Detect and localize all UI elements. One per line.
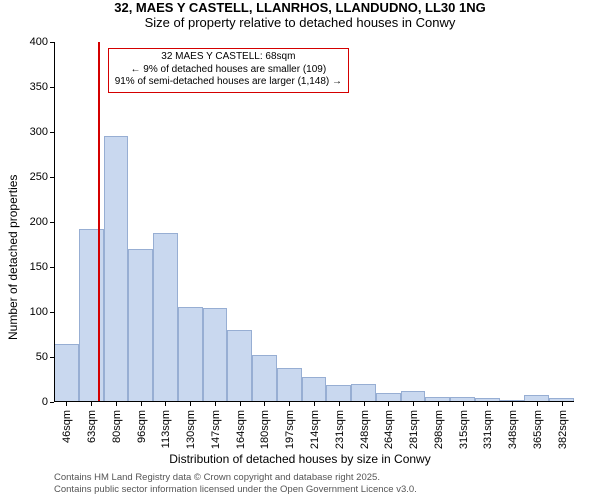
x-tick	[413, 402, 414, 406]
x-tick-label: 80sqm	[111, 410, 123, 443]
y-tick-label: 400	[18, 36, 48, 48]
histogram-bar	[178, 307, 203, 402]
x-tick-label: 130sqm	[185, 410, 197, 449]
x-tick	[314, 402, 315, 406]
x-tick	[264, 402, 265, 406]
x-tick	[141, 402, 142, 406]
x-axis	[54, 401, 574, 402]
x-tick	[91, 402, 92, 406]
x-tick-label: 281sqm	[408, 410, 420, 449]
x-tick-label: 63sqm	[86, 410, 98, 443]
histogram-bar	[203, 308, 228, 403]
x-tick	[438, 402, 439, 406]
x-tick-label: 248sqm	[359, 410, 371, 449]
y-tick-label: 100	[18, 306, 48, 318]
y-axis	[54, 42, 55, 402]
histogram-bar	[79, 229, 104, 402]
x-tick-label: 264sqm	[383, 410, 395, 449]
x-tick	[116, 402, 117, 406]
y-tick-label: 200	[18, 216, 48, 228]
histogram-bar	[326, 385, 351, 402]
x-tick-label: 113sqm	[160, 410, 172, 448]
x-tick-label: 197sqm	[284, 410, 296, 449]
y-tick-label: 350	[18, 81, 48, 93]
histogram-bar	[104, 136, 129, 402]
x-tick	[215, 402, 216, 406]
y-tick	[50, 402, 54, 403]
x-tick	[190, 402, 191, 406]
annotation-box: 32 MAES Y CASTELL: 68sqm← 9% of detached…	[108, 48, 349, 93]
histogram-bar	[54, 344, 79, 402]
chart-subtitle: Size of property relative to detached ho…	[0, 15, 600, 30]
x-tick	[66, 402, 67, 406]
x-tick-label: 96sqm	[136, 410, 148, 443]
x-tick	[289, 402, 290, 406]
x-tick	[463, 402, 464, 406]
histogram-bar	[252, 355, 277, 402]
x-tick	[487, 402, 488, 406]
x-tick	[537, 402, 538, 406]
x-tick-label: 214sqm	[309, 410, 321, 449]
x-tick	[364, 402, 365, 406]
x-tick-label: 348sqm	[507, 410, 519, 449]
x-tick-label: 382sqm	[557, 410, 569, 449]
chart-title: 32, MAES Y CASTELL, LLANRHOS, LLANDUDNO,…	[0, 0, 600, 15]
x-tick	[165, 402, 166, 406]
footer-line-1: Contains HM Land Registry data © Crown c…	[54, 472, 380, 483]
y-tick-label: 300	[18, 126, 48, 138]
property-marker-line	[98, 42, 100, 402]
histogram-bar	[128, 249, 153, 402]
x-tick	[339, 402, 340, 406]
y-tick-label: 0	[18, 396, 48, 408]
histogram-bar	[277, 368, 302, 402]
x-axis-label: Distribution of detached houses by size …	[0, 452, 600, 466]
y-tick-label: 50	[18, 351, 48, 363]
y-tick-label: 150	[18, 261, 48, 273]
x-tick	[240, 402, 241, 406]
footer-line-2: Contains public sector information licen…	[54, 484, 417, 495]
plot-area: 05010015020025030035040046sqm63sqm80sqm9…	[54, 42, 574, 402]
annotation-line: 91% of semi-detached houses are larger (…	[115, 76, 342, 89]
x-tick	[512, 402, 513, 406]
histogram-bar	[351, 384, 376, 402]
x-tick-label: 231sqm	[334, 410, 346, 449]
y-tick-label: 250	[18, 171, 48, 183]
x-tick-label: 147sqm	[210, 410, 222, 449]
annotation-line: 32 MAES Y CASTELL: 68sqm	[115, 51, 342, 64]
histogram-bar	[227, 330, 252, 402]
x-tick-label: 298sqm	[433, 410, 445, 449]
annotation-line: ← 9% of detached houses are smaller (109…	[115, 64, 342, 77]
x-tick	[388, 402, 389, 406]
x-tick-label: 365sqm	[532, 410, 544, 449]
histogram-bar	[302, 377, 327, 402]
x-tick-label: 315sqm	[458, 410, 470, 449]
x-tick-label: 46sqm	[61, 410, 73, 443]
x-tick	[562, 402, 563, 406]
x-tick-label: 331sqm	[482, 410, 494, 449]
x-tick-label: 164sqm	[235, 410, 247, 449]
histogram-bar	[153, 233, 178, 402]
x-tick-label: 180sqm	[259, 410, 271, 449]
